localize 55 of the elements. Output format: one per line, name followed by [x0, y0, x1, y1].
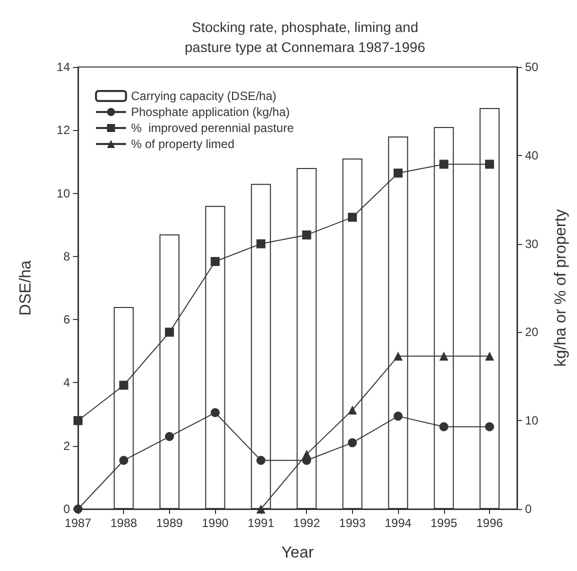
y-tick-label: 10 [56, 186, 70, 200]
x-tick-label: 1993 [339, 516, 366, 530]
legend-label: Carrying capacity (DSE/ha) [131, 89, 276, 103]
point [256, 239, 266, 248]
x-tick-label: 1987 [64, 516, 92, 530]
point [394, 412, 403, 421]
point [302, 230, 312, 240]
point [439, 160, 448, 169]
point [439, 352, 448, 361]
y2-tick-label: 10 [525, 414, 539, 428]
point [302, 450, 312, 459]
point [119, 456, 128, 465]
y-axis-title: DSE/ha [18, 260, 34, 316]
point [164, 432, 174, 442]
y2-axis-title: kg/ha or % of property [552, 209, 570, 367]
point [439, 422, 448, 432]
point [348, 212, 357, 222]
y-tick-label: 0 [63, 502, 70, 516]
y-tick-label: 12 [56, 123, 70, 138]
legend-label: Phosphate application (kg/ha) [131, 105, 290, 119]
point [394, 168, 403, 178]
y-tick-label: 2 [63, 438, 70, 453]
y-tick-label: 4 [63, 376, 70, 390]
point [394, 352, 403, 361]
x-tick-label: 1988 [110, 516, 138, 530]
legend-label: % improved perennial pasture [131, 121, 294, 135]
point [348, 405, 357, 414]
point [210, 408, 220, 418]
chart-title: Stocking rate, phosphate, liming and pasture type at Connemara 1987-1996 [184, 19, 426, 55]
x-tick-label: 1994 [384, 516, 412, 530]
x-tick-label: 1992 [293, 516, 320, 530]
x-tick-label: 1996 [476, 516, 504, 530]
x-tick-label: 1989 [156, 516, 184, 530]
point [348, 438, 357, 448]
x-tick-label: 1995 [430, 516, 458, 530]
y-tick-label: 6 [63, 312, 70, 327]
x-axis-title: Year [281, 544, 314, 562]
y2-tick-label: 0 [525, 502, 532, 516]
point [485, 160, 494, 169]
point [164, 328, 174, 337]
point [485, 422, 494, 432]
point [256, 456, 266, 465]
point [119, 380, 128, 390]
y2-tick-label: 20 [525, 325, 539, 340]
point [210, 256, 220, 266]
legend-label: % of property limed [131, 137, 234, 151]
y2-tick-label: 50 [525, 60, 539, 74]
point [485, 352, 494, 361]
x-tick-label: 1991 [248, 516, 275, 530]
x-tick-label: 1990 [202, 516, 229, 530]
y2-tick-label: 40 [525, 148, 539, 162]
y-tick-label: 14 [56, 60, 70, 74]
y2-tick-label: 30 [525, 236, 539, 251]
point [74, 416, 82, 426]
y-tick-label: 8 [63, 249, 70, 264]
